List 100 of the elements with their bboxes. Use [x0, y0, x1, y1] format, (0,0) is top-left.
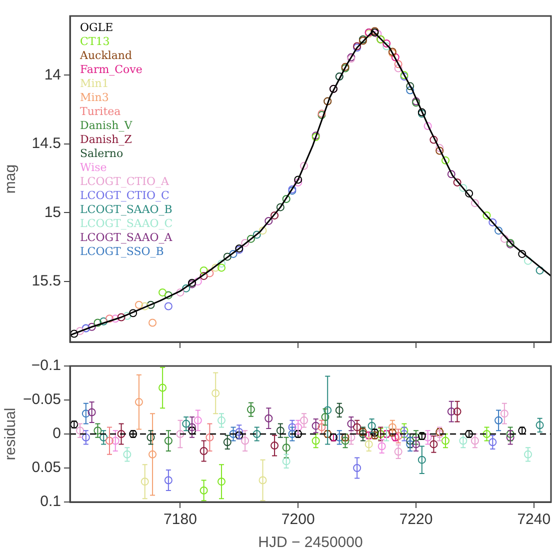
y-tick-label: 14 [44, 66, 61, 84]
point [436, 146, 444, 155]
point [300, 162, 308, 170]
point [494, 416, 503, 424]
point [374, 30, 382, 38]
point [441, 436, 450, 445]
text: LCOGT_SAAO_A [80, 230, 174, 244]
point [400, 426, 408, 435]
point [88, 322, 96, 331]
point [500, 234, 508, 243]
text: Danish_Z [80, 132, 132, 146]
point [241, 238, 250, 247]
point [82, 433, 90, 442]
point [312, 436, 320, 445]
point [148, 318, 157, 327]
y-tick-label: 14.5 [32, 135, 61, 152]
point [341, 436, 350, 445]
point [258, 226, 267, 235]
point [117, 430, 126, 438]
point [146, 433, 155, 442]
point [321, 413, 330, 421]
point [246, 234, 255, 243]
point [88, 408, 96, 416]
text: Min3 [80, 90, 109, 104]
point [194, 277, 202, 286]
y-axis-title: residual [2, 408, 20, 460]
y-tick-label: −0.1 [31, 357, 61, 374]
point [312, 422, 320, 430]
point [140, 478, 149, 486]
point [217, 478, 226, 486]
point [140, 302, 149, 310]
point [164, 302, 172, 310]
point [430, 136, 438, 144]
point [276, 203, 284, 212]
point [368, 422, 376, 430]
point [459, 184, 468, 192]
point [76, 326, 84, 335]
y-tick-label: 15.5 [32, 272, 61, 290]
text: Min1 [80, 76, 109, 90]
point [100, 433, 108, 442]
text: Salerno [80, 146, 124, 160]
point [447, 170, 456, 178]
point [453, 408, 462, 416]
point [270, 211, 279, 220]
text: Turitea [80, 104, 122, 118]
x-tick-label: 7220 [399, 511, 433, 528]
point [105, 436, 114, 445]
point [441, 156, 450, 164]
point [134, 398, 143, 406]
point [470, 436, 479, 445]
point [223, 438, 232, 446]
point [353, 423, 362, 432]
point [217, 416, 226, 424]
x-tick-label: 7180 [164, 511, 197, 528]
point [300, 416, 308, 424]
point [378, 442, 386, 450]
point [194, 416, 202, 424]
point [424, 433, 432, 442]
point [117, 313, 126, 322]
point [382, 42, 391, 50]
point [206, 269, 214, 278]
point [536, 421, 544, 430]
x-tick-label: 7240 [517, 511, 551, 528]
point [506, 433, 514, 442]
point [200, 266, 208, 274]
point [418, 456, 426, 464]
point [335, 406, 344, 414]
y-tick-label: −0.05 [23, 391, 61, 408]
text: Wise [80, 160, 107, 174]
point [164, 476, 172, 484]
point [146, 300, 155, 309]
point [524, 450, 532, 458]
point [176, 430, 184, 438]
point [294, 176, 302, 184]
point [382, 40, 391, 48]
point [252, 430, 261, 438]
point [217, 260, 226, 268]
point [412, 433, 420, 442]
point [394, 60, 402, 68]
point [394, 432, 402, 440]
point [148, 450, 157, 458]
point [347, 433, 356, 442]
point [294, 423, 302, 432]
point [470, 199, 479, 208]
point [518, 250, 526, 258]
point [500, 410, 508, 418]
point [488, 218, 497, 226]
point [400, 430, 408, 438]
point [176, 288, 184, 296]
point [182, 284, 190, 292]
text: Danish_V [80, 118, 134, 132]
text: LCOGT_SSO_B [80, 244, 164, 258]
text: LCOGT_CTIO_C [80, 188, 170, 202]
point [453, 178, 462, 186]
x-axis-title: HJD − 2450000 [258, 534, 363, 552]
point [241, 436, 250, 445]
point [229, 430, 238, 438]
y-tick-label: 0.05 [32, 459, 61, 476]
point [111, 314, 120, 323]
point [364, 440, 373, 448]
